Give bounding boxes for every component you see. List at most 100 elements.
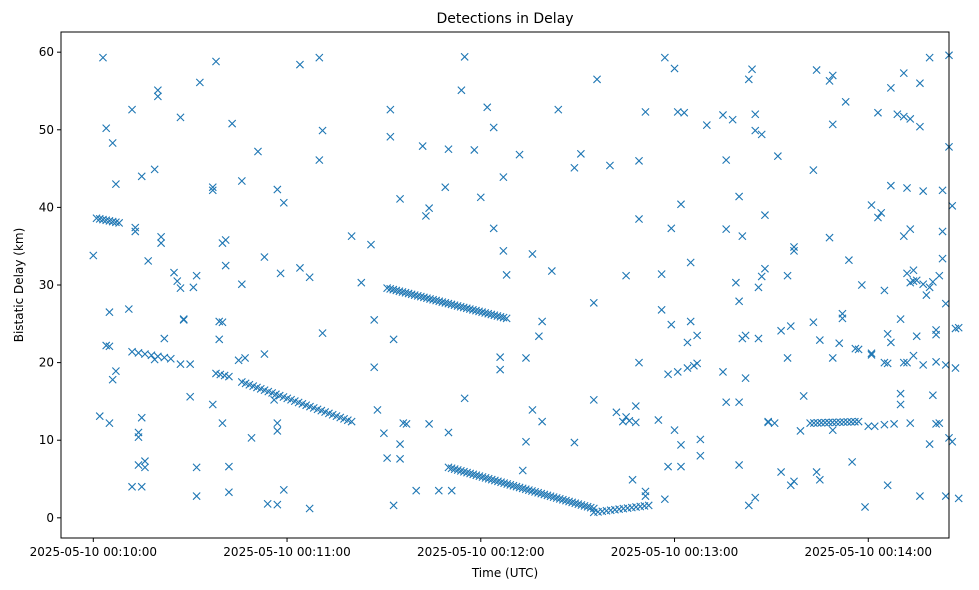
data-point — [224, 488, 233, 497]
data-point — [315, 156, 324, 165]
chart-title: Detections in Delay — [436, 11, 573, 27]
data-point — [693, 331, 702, 340]
data-point — [186, 392, 195, 401]
data-point — [241, 353, 250, 362]
data-point — [641, 107, 650, 116]
x-tick-label: 2025-05-10 00:13:00 — [611, 545, 738, 559]
data-point — [909, 351, 918, 360]
data-point — [622, 412, 631, 421]
data-point — [528, 405, 537, 414]
data-point — [744, 501, 753, 510]
data-point — [538, 317, 547, 326]
data-point — [318, 126, 327, 135]
data-point — [499, 173, 508, 182]
data-point — [928, 391, 937, 400]
data-point — [909, 266, 918, 275]
data-point — [696, 435, 705, 444]
data-point — [809, 166, 818, 175]
x-axis-ticks: 2025-05-10 00:10:00 2025-05-10 00:11:00 20… — [30, 538, 932, 559]
data-point — [534, 488, 543, 497]
data-point — [670, 64, 679, 73]
y-tick-label: 20 — [39, 356, 54, 370]
data-point — [948, 437, 957, 446]
data-point — [429, 295, 438, 304]
data-point — [140, 463, 149, 472]
data-point — [909, 277, 918, 286]
data-point — [644, 501, 653, 510]
data-point — [605, 161, 614, 170]
data-point — [854, 345, 863, 354]
data-point — [571, 499, 580, 508]
data-point — [441, 183, 450, 192]
data-point — [102, 216, 111, 225]
data-point — [552, 494, 561, 502]
data-point — [305, 273, 314, 282]
data-point — [128, 105, 137, 114]
data-point — [490, 311, 499, 320]
data-point — [824, 418, 833, 427]
data-point — [144, 256, 153, 265]
data-point — [450, 465, 459, 474]
data-point — [773, 152, 782, 161]
data-point — [738, 232, 747, 241]
data-point — [867, 349, 876, 358]
data-point — [938, 227, 947, 236]
data-point — [618, 417, 627, 426]
data-point — [948, 201, 957, 210]
data-point — [478, 308, 487, 317]
data-point — [686, 317, 695, 326]
data-point — [434, 486, 443, 495]
data-point — [954, 494, 963, 503]
data-point — [790, 246, 798, 255]
data-point — [160, 353, 169, 362]
data-point — [315, 53, 324, 62]
data-point — [386, 105, 395, 114]
data-point — [134, 461, 143, 470]
data-point — [835, 339, 844, 348]
data-point — [919, 280, 928, 289]
data-point — [502, 270, 511, 279]
data-point — [657, 305, 666, 314]
data-point — [825, 76, 834, 85]
data-point — [208, 400, 217, 409]
data-point — [941, 360, 950, 369]
data-point — [105, 342, 114, 351]
data-point — [128, 482, 137, 491]
data-point — [389, 335, 398, 344]
data-point — [481, 473, 490, 482]
data-point — [777, 326, 786, 335]
data-point — [880, 286, 889, 295]
data-point — [899, 69, 908, 78]
data-point — [263, 499, 272, 508]
data-point — [534, 332, 543, 341]
data-point — [896, 315, 905, 324]
data-point — [456, 466, 465, 475]
data-point — [815, 336, 824, 345]
data-point — [373, 405, 382, 414]
data-point — [399, 419, 408, 428]
data-point — [915, 122, 924, 131]
data-point — [279, 198, 288, 207]
data-point — [124, 305, 133, 314]
data-point — [722, 156, 731, 165]
data-point — [799, 391, 808, 400]
data-point — [896, 400, 905, 409]
data-point — [444, 428, 453, 437]
data-point — [903, 358, 912, 367]
data-point — [496, 365, 505, 374]
data-point — [383, 454, 392, 463]
data-point — [693, 359, 702, 368]
data-point — [218, 419, 227, 428]
data-point — [537, 489, 546, 498]
data-point — [102, 124, 111, 133]
data-point — [208, 186, 217, 195]
data-point — [813, 418, 822, 427]
data-point — [828, 71, 837, 80]
data-point — [487, 310, 496, 319]
data-point — [896, 389, 905, 398]
data-point — [786, 322, 795, 331]
data-point — [453, 301, 462, 310]
data-point — [192, 463, 201, 472]
data-point — [111, 180, 120, 189]
y-axis-label: Bistatic Delay (km) — [12, 228, 26, 343]
